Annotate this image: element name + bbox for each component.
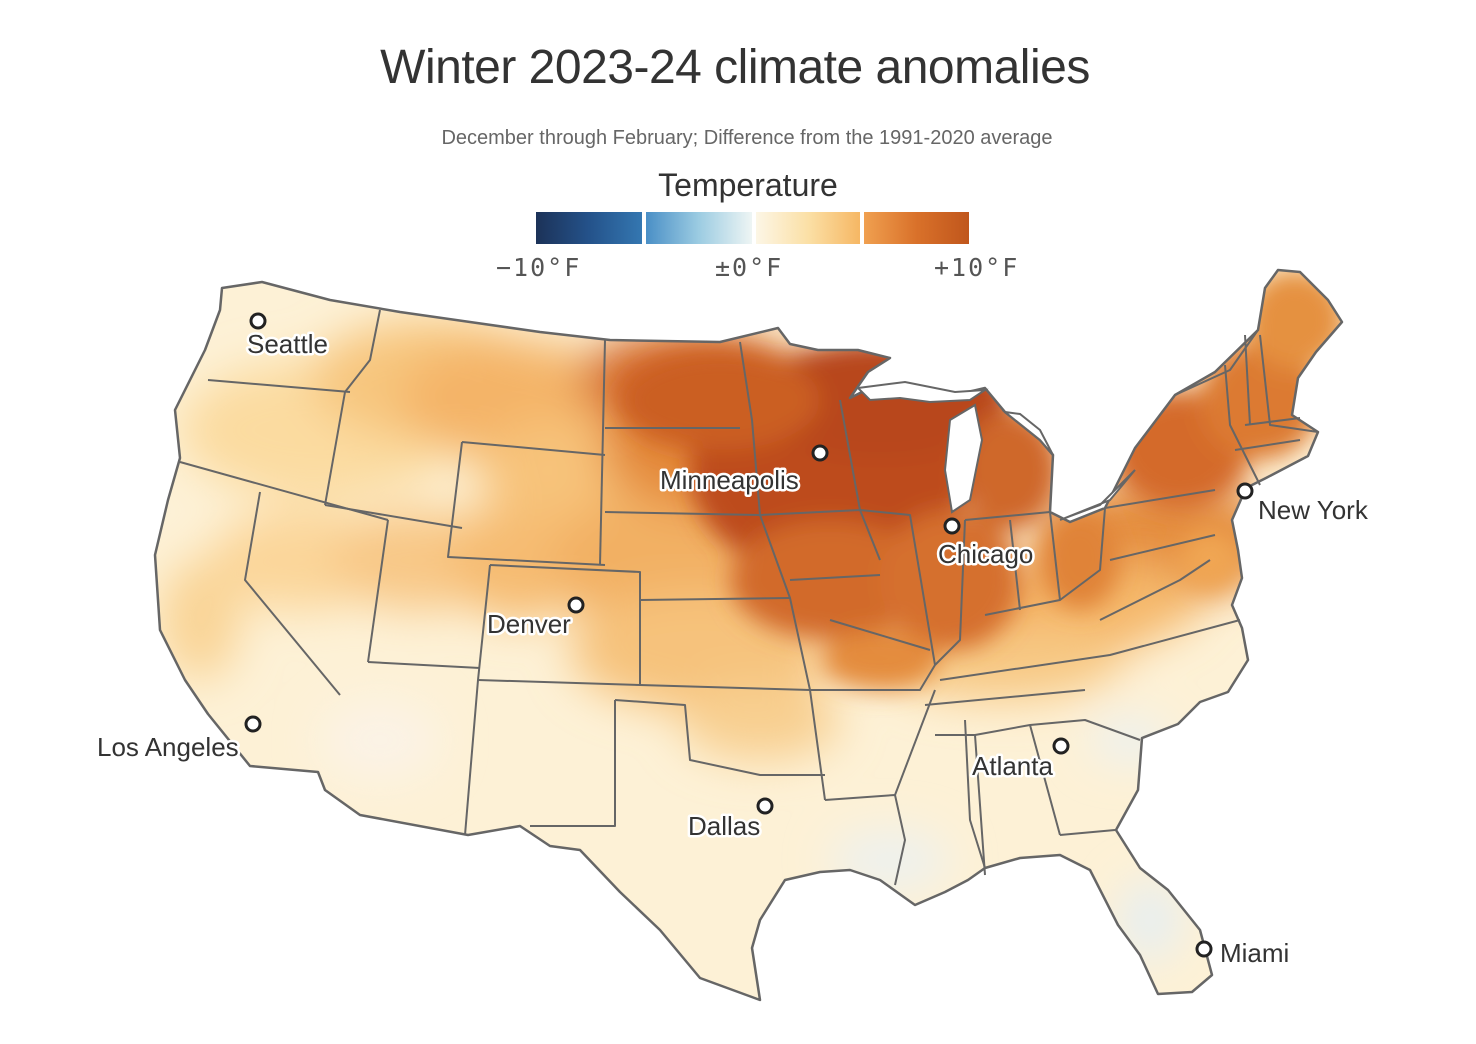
city-seattle: Seattle xyxy=(245,312,330,362)
city-atlanta: Atlanta xyxy=(970,737,1070,784)
city-marker-dallas xyxy=(756,797,774,815)
city-label-minneapolis: Minneapolis xyxy=(660,465,799,495)
city-markers: Seattle Minneapolis New York Chicago Den… xyxy=(95,312,1369,971)
city-label-chicago: Chicago xyxy=(938,539,1033,569)
city-chicago: Chicago xyxy=(936,517,1036,572)
legend-tick-low: −10°F xyxy=(496,253,582,282)
city-marker-denver xyxy=(567,596,585,614)
city-denver: Denver xyxy=(485,596,585,642)
map-subtitle: December through February; Difference fr… xyxy=(441,127,1053,149)
legend-segment-hot xyxy=(864,212,969,244)
city-label-new-york: New York xyxy=(1258,495,1369,525)
legend-segment-cool xyxy=(646,212,752,244)
legend-tick-mid: ±0°F xyxy=(715,253,784,282)
legend-segment-warm xyxy=(756,212,860,244)
great-lakes xyxy=(855,380,1136,521)
city-new-york: New York xyxy=(1236,482,1369,525)
city-label-seattle: Seattle xyxy=(247,329,328,359)
city-marker-miami xyxy=(1195,940,1213,958)
city-marker-atlanta xyxy=(1052,737,1070,755)
city-label-denver: Denver xyxy=(487,609,571,639)
legend-segment-cold xyxy=(536,212,642,244)
city-label-los-angeles: Los Angeles xyxy=(97,732,239,762)
city-label-miami: Miami xyxy=(1220,938,1289,968)
city-marker-new-york xyxy=(1236,482,1254,500)
city-los-angeles: Los Angeles xyxy=(95,715,262,765)
city-marker-minneapolis xyxy=(811,444,829,462)
city-marker-seattle xyxy=(249,312,267,330)
legend-tick-high: +10°F xyxy=(934,253,1020,282)
anomaly-raster xyxy=(155,270,1342,1000)
city-miami: Miami xyxy=(1195,936,1292,971)
city-label-atlanta: Atlanta xyxy=(972,751,1053,781)
city-marker-chicago xyxy=(943,517,961,535)
legend-title: Temperature xyxy=(658,167,838,203)
city-label-dallas: Dallas xyxy=(688,811,760,841)
city-marker-los-angeles xyxy=(244,715,262,733)
map-title: Winter 2023-24 climate anomalies xyxy=(380,41,1090,94)
city-minneapolis: Minneapolis xyxy=(658,444,829,498)
city-dallas: Dallas xyxy=(686,797,774,844)
